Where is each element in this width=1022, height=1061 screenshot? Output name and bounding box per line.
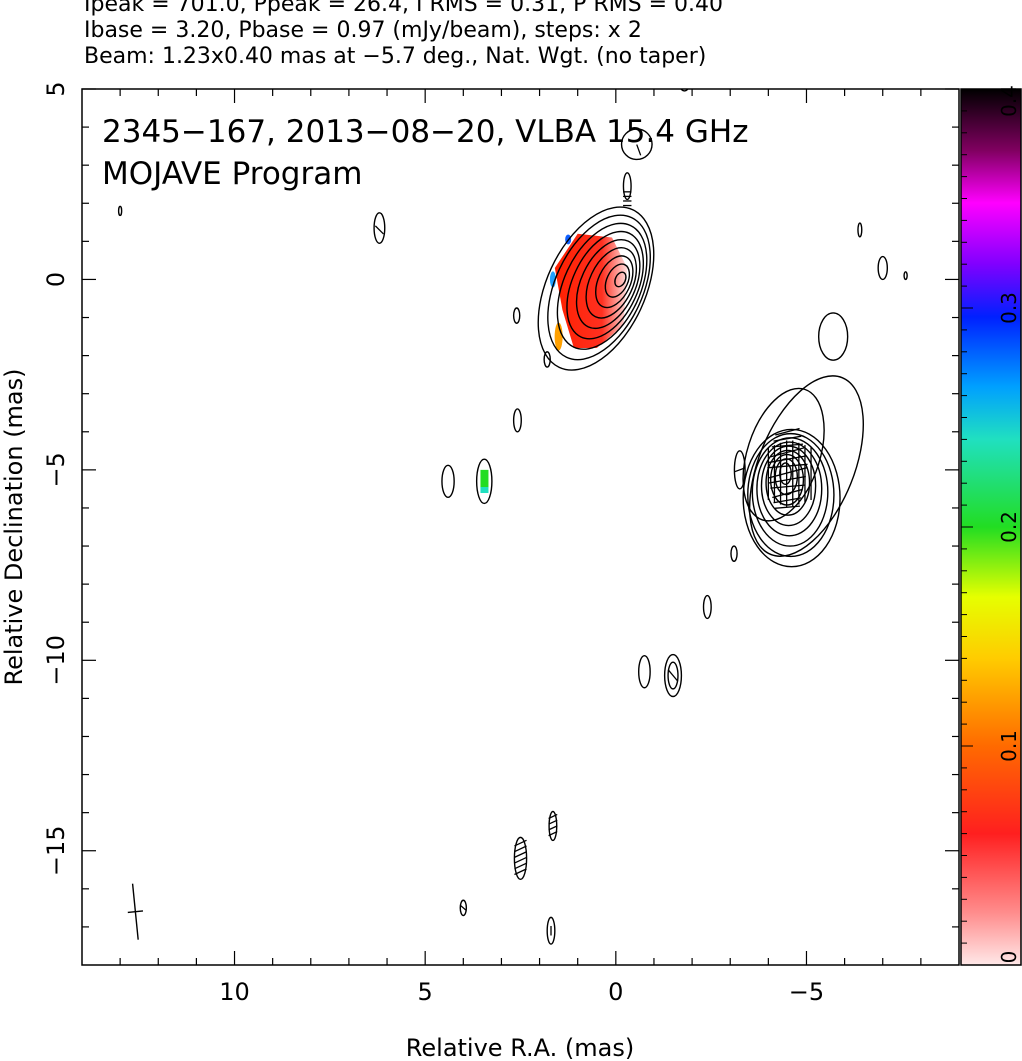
colorbar-tick-label: 0.2 (997, 511, 1021, 543)
contour-blob (638, 655, 651, 689)
contour-blob (543, 351, 551, 368)
header-line-base: Ibase = 3.20, Pbase = 0.97 (mJy/beam), s… (84, 18, 642, 43)
x-tick-label: −5 (789, 978, 824, 1006)
jet-contour (765, 449, 811, 516)
evpa-stick (514, 839, 527, 847)
core-contour (595, 255, 634, 309)
evpa-stick (548, 819, 558, 825)
evpa-stick (459, 904, 467, 911)
core-contour (614, 271, 627, 288)
contour-blob (817, 312, 849, 361)
jet-contour (742, 428, 841, 568)
evpa-stick (514, 868, 527, 876)
contour-layer (117, 89, 908, 945)
jet-contour (756, 441, 823, 537)
x-tick-label: 10 (219, 978, 250, 1006)
contour-blob (117, 205, 123, 217)
core-contour (566, 230, 645, 340)
contour-blob (546, 916, 556, 945)
y-tick-label: −10 (42, 635, 70, 686)
contour-blob (903, 271, 908, 281)
jet-contour (760, 445, 817, 527)
core-contour (604, 263, 631, 298)
y-tick-label: 5 (42, 81, 70, 96)
contour-blob (702, 594, 712, 620)
contour-blob (512, 408, 522, 433)
evpa-stick (514, 862, 527, 870)
evpa-stick (514, 856, 527, 864)
core-contour (575, 238, 641, 330)
y-tick-label: 0 (42, 272, 70, 287)
contour-line (733, 450, 746, 490)
evpa-stick (548, 825, 558, 831)
axis-ticks: 10 5 0 −5 5 0 −5 −10 −15 (42, 81, 959, 1006)
polarization-patch (480, 469, 489, 488)
colorbar-tick-label: 0.4 (997, 85, 1021, 117)
x-tick-label: 0 (608, 978, 623, 1006)
colorbar-ticks: 0 0.1 0.2 0.3 0.4 (961, 85, 1021, 966)
contour-blob (730, 545, 738, 562)
evpa-stick (514, 851, 527, 858)
evpa-stick (772, 488, 803, 499)
contour-blob (620, 128, 653, 161)
beam-minor-axis (127, 910, 144, 914)
evpa-stick (768, 475, 806, 484)
jet-contour (742, 387, 825, 522)
contour-blob (475, 458, 493, 505)
contour-blob (513, 836, 528, 881)
contour-blob (622, 172, 632, 201)
jet-contour (747, 432, 835, 558)
evpa-stick (667, 669, 679, 682)
evpa-stick (768, 455, 806, 464)
contour-blob (512, 307, 521, 324)
jet-contour (748, 375, 864, 557)
plot-frame (81, 88, 960, 966)
evpa-stick (775, 427, 800, 436)
core-contour (556, 222, 648, 350)
y-tick-label: −5 (42, 452, 70, 487)
chart-subtitle: MOJAVE Program (102, 156, 362, 192)
polarization-patch (480, 487, 489, 494)
evpa-stick (636, 144, 642, 156)
colorbar-tick-label: 0.3 (997, 292, 1021, 324)
contour-blob (459, 899, 468, 917)
evpa-stick (548, 830, 558, 837)
core-contour (547, 214, 651, 361)
colorbar-tick-label: 0 (997, 951, 1021, 964)
header-line-beam: Beam: 1.23x0.40 mas at −5.7 deg., Nat. W… (84, 44, 707, 69)
evpa-stick (771, 443, 804, 448)
evpa-stick (548, 813, 558, 820)
contour-blob (667, 661, 679, 690)
evpa-stick (374, 225, 384, 235)
core-contour (585, 247, 638, 319)
polarization-patch (554, 322, 563, 351)
colorbar-tick-label: 0.1 (997, 730, 1021, 762)
contour-blob (373, 212, 386, 244)
evpa-stick (774, 505, 801, 509)
contour-blob (877, 255, 889, 281)
y-tick-label: −15 (42, 825, 70, 876)
evpa-stick (514, 845, 527, 853)
chart-title: 2345−167, 2013−08−20, VLBA 15.4 GHz (102, 114, 748, 150)
polarization-patch (549, 271, 556, 288)
contour-blob (663, 653, 683, 698)
header-line-peaks: Ipeak = 701.0, Ppeak = 26.4, I RMS = 0.3… (84, 0, 723, 17)
evpa-stick (734, 467, 746, 473)
evpa-stick (773, 435, 802, 442)
contour-blob (441, 464, 455, 499)
core-contour (537, 206, 655, 371)
y-axis-label: Relative Declination (mas) (0, 368, 28, 685)
jet-contour (779, 462, 792, 486)
evpa-stick (773, 497, 802, 504)
x-axis-label: Relative R.A. (mas) (406, 1034, 634, 1061)
contour-blob (857, 222, 863, 238)
contour-blob (680, 89, 689, 92)
evpa-layer (127, 144, 812, 940)
x-tick-label: 5 (418, 978, 433, 1006)
